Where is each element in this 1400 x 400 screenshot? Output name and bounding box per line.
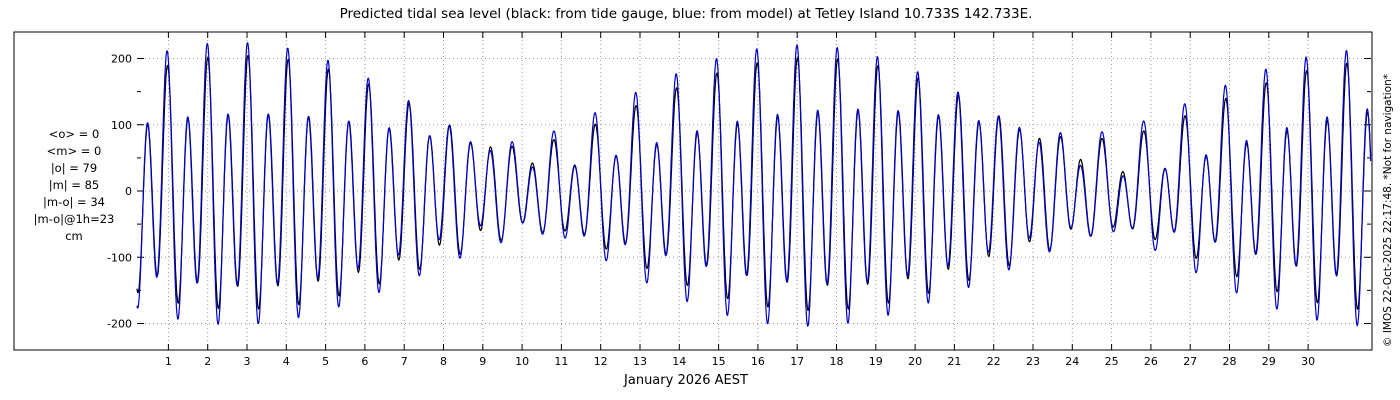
x-tick-label: 9 <box>479 355 486 368</box>
stat-line-mean-model: <m> = 0 <box>46 144 102 158</box>
x-tick-label: 8 <box>440 355 447 368</box>
y-tick-label: 200 <box>111 53 132 66</box>
stat-units-label: cm <box>65 229 83 243</box>
x-tick-label: 2 <box>204 355 211 368</box>
x-tick-label: 23 <box>1026 355 1040 368</box>
y-tick-label: -100 <box>107 251 132 264</box>
y-tick-label: 0 <box>125 185 132 198</box>
y-tick-label: 100 <box>111 119 132 132</box>
x-tick-label: 27 <box>1183 355 1197 368</box>
x-tick-label: 10 <box>515 355 529 368</box>
x-tick-label: 22 <box>987 355 1001 368</box>
x-tick-label: 15 <box>712 355 726 368</box>
x-tick-label: 24 <box>1065 355 1079 368</box>
stat-line-abs-obs: |o| = 79 <box>50 161 98 175</box>
x-tick-label: 7 <box>401 355 408 368</box>
x-tick-label: 28 <box>1223 355 1237 368</box>
x-tick-label: 21 <box>947 355 961 368</box>
x-tick-label: 12 <box>594 355 608 368</box>
x-axis-label: January 2026 AEST <box>624 373 748 388</box>
x-tick-label: 30 <box>1301 355 1315 368</box>
x-tick-label: 25 <box>1105 355 1119 368</box>
x-tick-label: 26 <box>1144 355 1158 368</box>
x-tick-label: 11 <box>554 355 568 368</box>
x-tick-label: 13 <box>633 355 647 368</box>
chart-title: Predicted tidal sea level (black: from t… <box>339 6 1033 22</box>
x-tick-label: 14 <box>672 355 686 368</box>
stat-line-mean-obs: <o> = 0 <box>48 127 100 141</box>
stat-line-abs-model: |m| = 85 <box>48 178 100 192</box>
x-tick-label: 5 <box>322 355 329 368</box>
x-tick-label: 1 <box>165 355 172 368</box>
stat-line-abs-diff: |m-o| = 34 <box>43 195 105 209</box>
stats-panel: <o> = 0 <m> = 0 |o| = 79 |m| = 85 |m-o| … <box>14 126 134 245</box>
stat-line-diff-1h: |m-o|@1h=23 <box>33 212 115 226</box>
x-tick-label: 4 <box>283 355 290 368</box>
x-tick-label: 6 <box>361 355 368 368</box>
x-tick-label: 20 <box>908 355 922 368</box>
x-tick-label: 16 <box>751 355 765 368</box>
plot-frame <box>13 31 1373 351</box>
x-tick-label: 29 <box>1262 355 1276 368</box>
x-tick-label: 17 <box>790 355 804 368</box>
x-tick-label: 18 <box>830 355 844 368</box>
copyright-watermark: © IMOS 22-Oct-2025 22:17:48. *Not for na… <box>1382 74 1394 347</box>
x-tick-label: 3 <box>244 355 251 368</box>
series-model <box>136 42 1372 327</box>
y-tick-label: -200 <box>107 318 132 331</box>
x-tick-label: 19 <box>869 355 883 368</box>
